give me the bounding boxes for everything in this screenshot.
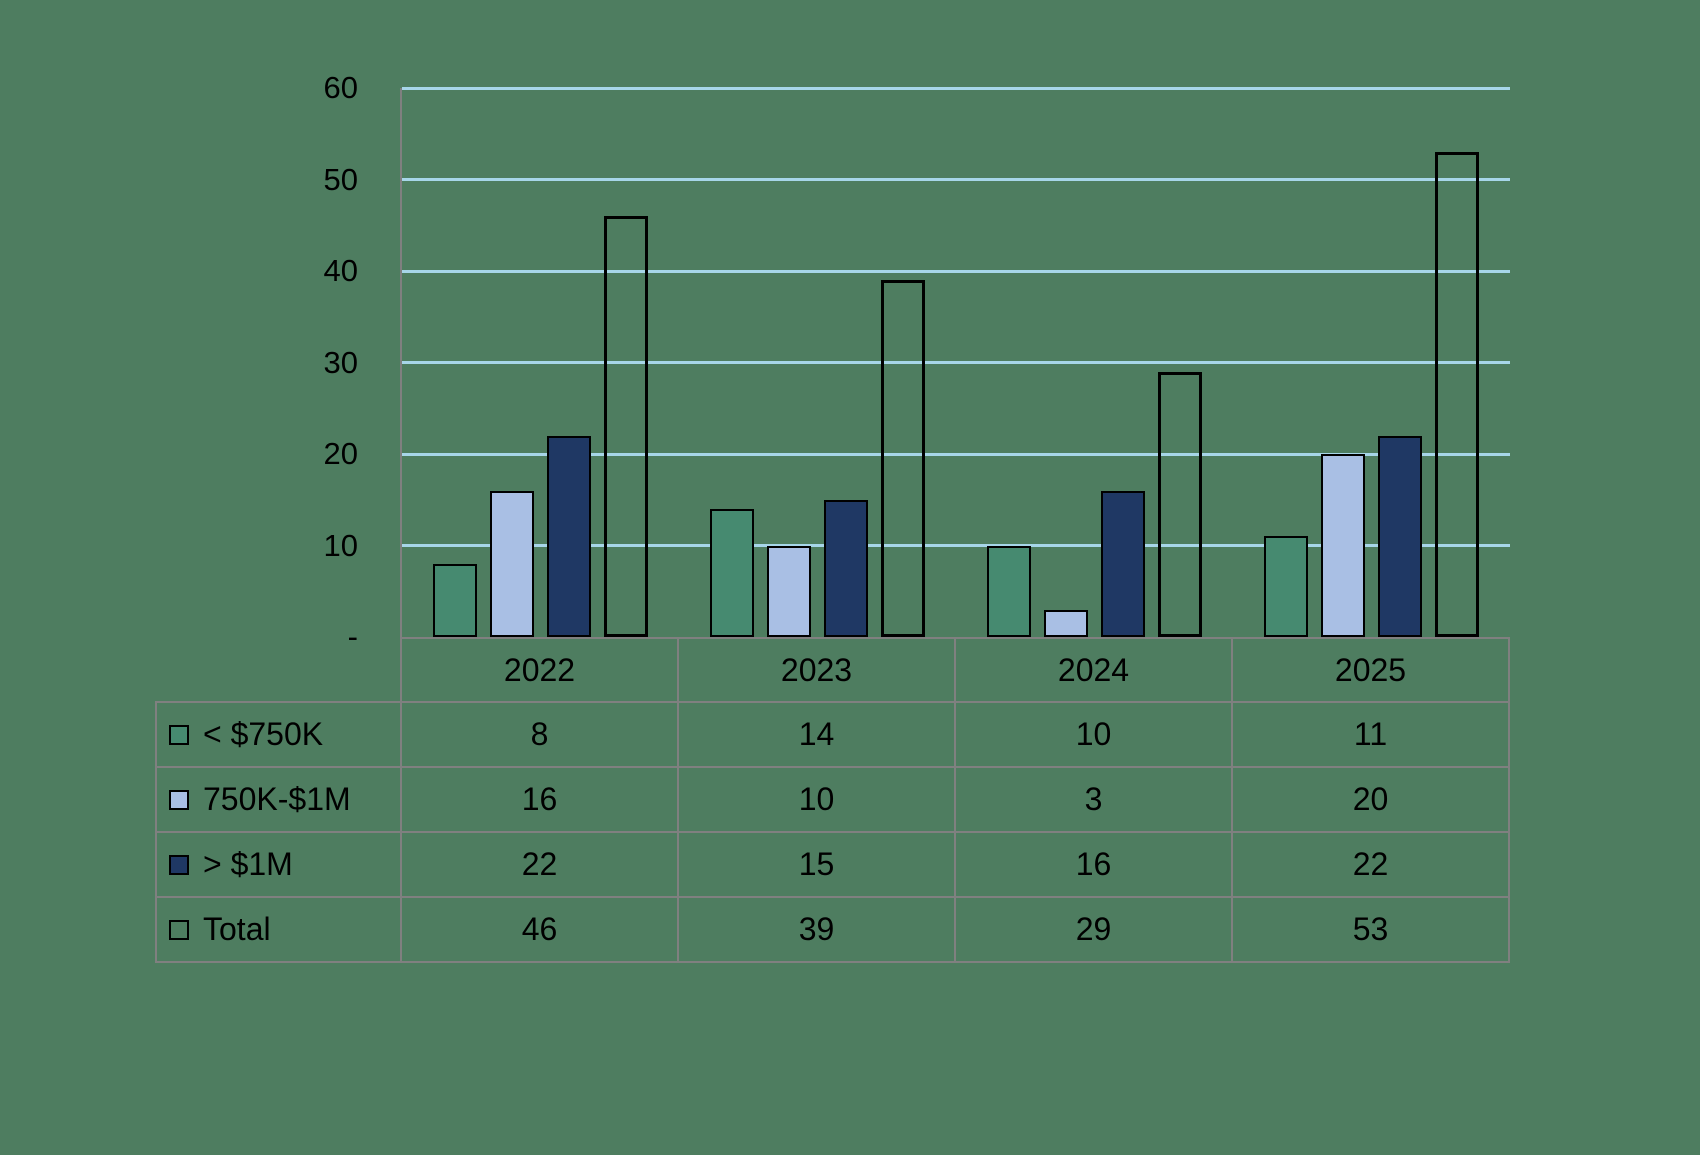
legend-swatch (169, 919, 189, 940)
bar-750K-$1M-2023 (767, 545, 811, 637)
bar-> $1M-2022 (547, 435, 591, 637)
value-cell-750K-$1M-2023: 10 (677, 766, 956, 833)
bar-group-2022 (402, 88, 679, 637)
y-tick-label: 20 (323, 436, 358, 471)
bar-750K-$1M-2022 (490, 490, 534, 637)
series-label-wrap: < $750K (157, 716, 400, 753)
table-row-750K-$1M: 750K-$1M 16 10 3 20 (155, 766, 1510, 833)
legend-swatch (169, 789, 189, 810)
series-name: 750K-$1M (203, 781, 351, 817)
y-tick-label: 60 (323, 70, 358, 105)
year-label-2023: 2023 (677, 637, 956, 703)
value-cell-750K-$1M-2025: 20 (1231, 766, 1510, 833)
table-row-> $1M: > $1M 22 15 16 22 (155, 831, 1510, 898)
bar-< $750K-2022 (433, 563, 477, 637)
gridline (402, 86, 1510, 90)
series-label-cell: Total (155, 896, 402, 963)
bar-> $1M-2024 (1101, 490, 1145, 637)
value-cell-> $1M-2023: 15 (677, 831, 956, 898)
y-tick-label: 10 (323, 527, 358, 563)
series-name: Total (203, 911, 271, 947)
value-cell-Total-2024: 29 (954, 896, 1233, 963)
y-tick-label: 40 (323, 253, 358, 288)
series-label-cell: > $1M (155, 831, 402, 898)
bar-group-2023 (679, 88, 956, 637)
y-tick-label: 50 (323, 161, 358, 197)
value-cell-< $750K-2025: 11 (1231, 701, 1510, 768)
gridline (402, 269, 1510, 273)
gridline (402, 544, 1510, 547)
value-cell-< $750K-2023: 14 (677, 701, 956, 768)
series-name: < $750K (203, 716, 324, 752)
bar-Total-2023 (881, 280, 925, 637)
value-cell-> $1M-2025: 22 (1231, 831, 1510, 898)
table-row-Total: Total 46 39 29 53 (155, 896, 1510, 963)
year-label-2025: 2025 (1231, 637, 1510, 703)
value-cell-Total-2023: 39 (677, 896, 956, 963)
y-axis: - 10 20 30 40 50 60 (0, 70, 358, 654)
table-row-< $750K: < $750K 8 14 10 11 (155, 701, 1510, 768)
bar-group-2025 (1233, 88, 1510, 637)
value-cell-> $1M-2024: 16 (954, 831, 1233, 898)
bar-750K-$1M-2025 (1321, 454, 1365, 637)
data-table: 2022 2023 2024 2025 < $750K 8 14 10 11 750K-$1M 16… (155, 637, 1510, 963)
bar-< $750K-2025 (1264, 536, 1308, 637)
value-cell-Total-2025: 53 (1231, 896, 1510, 963)
value-cell-750K-$1M-2022: 16 (400, 766, 679, 833)
series-label-cell: 750K-$1M (155, 766, 402, 833)
year-label-2022: 2022 (400, 637, 679, 703)
bar-groups (402, 88, 1510, 637)
value-cell-< $750K-2024: 10 (954, 701, 1233, 768)
bar-> $1M-2023 (824, 499, 868, 637)
year-label-2024: 2024 (954, 637, 1233, 703)
plot-area (400, 86, 1510, 637)
series-label-cell: < $750K (155, 701, 402, 768)
series-label-wrap: > $1M (157, 846, 400, 883)
gridline (402, 178, 1510, 181)
gridline (402, 452, 1510, 456)
bar-> $1M-2025 (1378, 435, 1422, 637)
legend-swatch (169, 724, 189, 745)
value-cell-750K-$1M-2024: 3 (954, 766, 1233, 833)
bar-Total-2025 (1435, 152, 1479, 637)
series-label-wrap: 750K-$1M (157, 781, 400, 818)
value-cell-Total-2022: 46 (400, 896, 679, 963)
bar-Total-2024 (1158, 371, 1202, 637)
blank-corner-cell (156, 638, 401, 702)
series-name: > $1M (203, 846, 293, 882)
value-cell-> $1M-2022: 22 (400, 831, 679, 898)
data-table-body: 2022 2023 2024 2025 < $750K 8 14 10 11 750K-$1M 16… (155, 637, 1510, 963)
bar-< $750K-2024 (987, 545, 1031, 637)
year-header-row: 2022 2023 2024 2025 (156, 637, 1510, 703)
bar-group-2024 (956, 88, 1233, 637)
gridline (402, 361, 1510, 364)
bar-Total-2022 (604, 216, 648, 637)
legend-swatch (169, 854, 189, 875)
bar-< $750K-2023 (710, 508, 754, 637)
series-label-wrap: Total (157, 911, 400, 948)
value-cell-< $750K-2022: 8 (400, 701, 679, 768)
y-tick-label: - (347, 619, 358, 654)
y-tick-label: 30 (323, 344, 358, 380)
bar-750K-$1M-2024 (1044, 609, 1088, 637)
